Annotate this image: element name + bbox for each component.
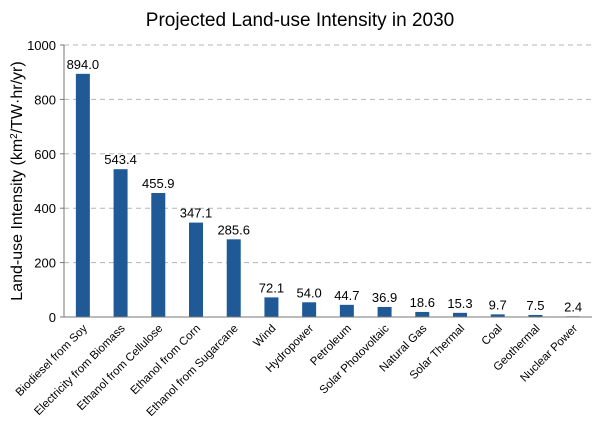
data-label: 9.7 [489, 297, 507, 312]
bar [264, 297, 279, 317]
bar [377, 306, 392, 317]
data-label: 347.1 [180, 206, 213, 221]
bar [151, 192, 166, 317]
data-label: 72.1 [259, 280, 284, 295]
data-label: 18.6 [410, 295, 435, 310]
bar [189, 222, 203, 317]
category-label: Wind [252, 323, 279, 350]
bar [339, 304, 354, 317]
grid-layer [64, 44, 592, 264]
data-label: 2.4 [564, 299, 582, 314]
bar [113, 169, 128, 317]
y-tick-label: 200 [34, 256, 56, 271]
data-label: 36.9 [372, 290, 397, 305]
y-tick-label: 400 [34, 201, 56, 216]
labels-layer: 0 200 400 600 800 1000 894.0 Biodiesel from Soy… [14, 38, 582, 419]
data-label: 54.0 [296, 285, 321, 300]
bars-layer [75, 73, 581, 318]
category-label: Biodiesel from Soy [14, 322, 90, 398]
axes-layer [60, 44, 592, 318]
bar [453, 312, 467, 317]
bar [490, 314, 505, 317]
category-label: Coal [480, 323, 505, 348]
data-label: 455.9 [142, 176, 175, 191]
y-tick-label: 800 [34, 92, 56, 107]
data-label: 543.4 [104, 152, 137, 167]
category-label: Ethanol from Corn [129, 323, 203, 397]
y-axis-title: Land-use Intensity (km2/TW·hr/yr) [9, 61, 27, 300]
y-tick-label: 1000 [27, 38, 56, 53]
chart-title: Projected Land-use Intensity in 2030 [145, 10, 455, 31]
data-label: 285.6 [217, 222, 250, 237]
category-label: Solar Photovoltaic [318, 322, 392, 396]
bar [75, 73, 90, 317]
bar [302, 302, 317, 317]
bar [528, 314, 543, 317]
data-label: 44.7 [334, 288, 359, 303]
data-label: 894.0 [67, 57, 100, 72]
bar [226, 239, 241, 317]
data-label: 15.3 [447, 296, 472, 311]
y-tick-label: 600 [34, 147, 56, 162]
bar [415, 311, 430, 317]
data-label: 7.5 [526, 298, 544, 313]
y-tick-label: 0 [49, 310, 56, 325]
